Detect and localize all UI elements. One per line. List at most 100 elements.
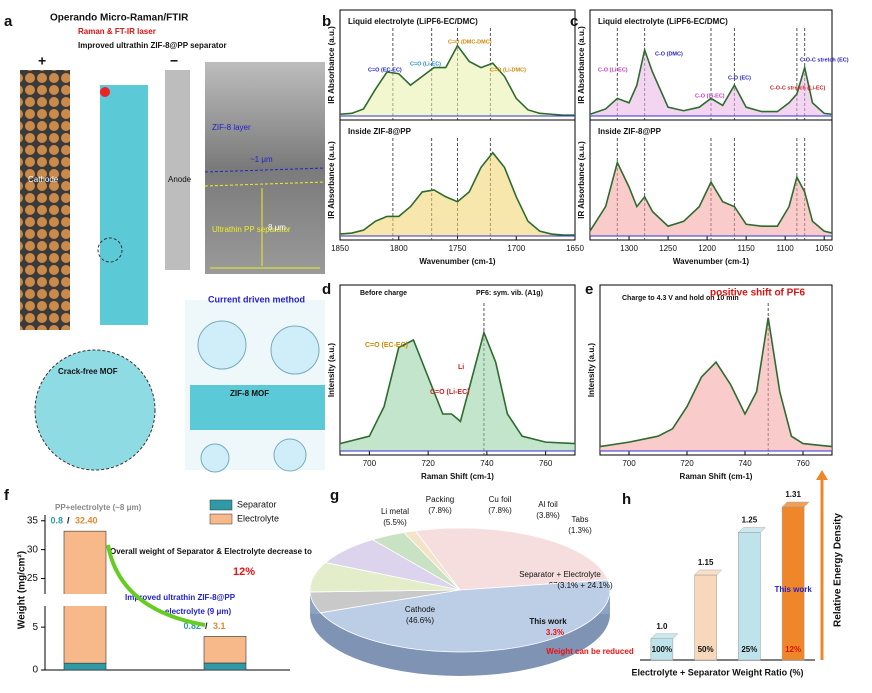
slice-value: (7.8%)	[488, 506, 512, 515]
y-axis-label: IR Absorbance (a.u.)	[577, 26, 586, 104]
legend-label: Electrolyte	[237, 513, 279, 523]
x-tick-label: 1200	[698, 244, 716, 253]
panel-a: a Operando Micro-Raman/FTIR Raman & FT-I…	[4, 13, 326, 473]
plot-title: Inside ZIF-8@PP	[598, 127, 662, 136]
legend-swatch	[209, 499, 233, 511]
y-axis-label: Intensity (a.u.)	[587, 343, 596, 398]
x-tick-label: 740	[738, 459, 752, 468]
y-tick-label: 25	[27, 573, 39, 584]
axis-break	[30, 594, 140, 606]
label: Current driven method	[208, 294, 305, 304]
slice-value: (1.3%)	[568, 526, 592, 535]
slice-label: Al foil	[538, 500, 558, 509]
value-label: 1.0	[656, 622, 668, 631]
spectrum-fill	[590, 162, 832, 236]
laser-spot	[100, 87, 110, 97]
label: Raman & FT-IR laser	[78, 27, 156, 36]
label: Crack-free MOF	[58, 367, 118, 376]
annotation: Improved ultrathin ZIF-8@PP	[125, 593, 236, 602]
x-tick-label: 1300	[620, 244, 638, 253]
label: +	[38, 53, 46, 69]
annotation: C=O (EC-EC)	[368, 67, 402, 73]
annotation: C-O (EC)	[728, 75, 751, 81]
annotation: Weight can be reduced	[546, 647, 634, 656]
slice-value: (7.8%)	[428, 506, 452, 515]
slice-value: (3.8%)	[536, 511, 560, 520]
annotation: C=O (Li-EC)	[430, 389, 469, 396]
boundary	[204, 167, 326, 173]
slice-label: Li metal	[381, 507, 409, 516]
molecule	[200, 443, 230, 473]
annotation: Charge to 4.3 V and hold on 10 min	[622, 295, 739, 302]
annotation: 12%	[233, 566, 255, 578]
x-tick-label: 1250	[659, 244, 677, 253]
label: ZIF-8 MOF	[230, 389, 269, 398]
bar	[738, 532, 761, 661]
slice-value: (46.6%)	[406, 616, 434, 625]
spectrum-fill	[590, 50, 832, 116]
label: 8 μm	[268, 223, 286, 232]
bar-segment	[203, 662, 247, 671]
y-axis-label: IR Absorbance (a.u.)	[577, 141, 586, 219]
x-tick-label: 1100	[777, 244, 795, 253]
trend-arrow	[106, 544, 206, 627]
annotation: This work	[529, 617, 567, 626]
x-tick-label: 700	[363, 459, 377, 468]
value-label-separator: /	[205, 621, 208, 631]
bar-segment	[203, 636, 247, 664]
y-axis-label: Weight (mg/cm²)	[17, 551, 28, 629]
value-label: 32.40	[75, 516, 98, 526]
x-tick-label: 1700	[507, 244, 525, 253]
spectrum	[339, 151, 575, 236]
x-tick-label: 1850	[331, 244, 349, 253]
plot-title: Liquid electrolyte (LiPF6-EC/DMC)	[348, 17, 478, 26]
panel-letter: c	[570, 13, 578, 30]
x-axis-label: Electrolyte + Separator Weight Ratio (%)	[631, 667, 803, 677]
x-tick-label: 1650	[566, 244, 584, 253]
y-axis-label: Intensity (a.u.)	[327, 343, 336, 398]
annotation: C-O (Li-EC)	[695, 93, 725, 99]
pie-slice	[414, 527, 609, 591]
panel-letter: d	[322, 281, 331, 298]
annotation: positive shift of PF6	[710, 288, 805, 299]
spectrum-fill	[340, 45, 575, 116]
bar-top	[694, 569, 723, 576]
legend-swatch	[209, 513, 233, 525]
y-tick-label: 30	[27, 544, 39, 555]
anode	[165, 70, 190, 270]
value-label: 3.1	[213, 621, 226, 631]
category-label: 50%	[698, 645, 714, 654]
x-axis-label: Wavenumber (cm-1)	[673, 257, 750, 266]
slice-value: (5.5%)	[383, 518, 407, 527]
y-axis-label: IR Absorbance (a.u.)	[327, 141, 336, 219]
annotation: (3.1% + 24.1%)	[557, 581, 613, 590]
annotation: C=O (DMC-DMC)	[448, 39, 492, 45]
separator	[100, 85, 148, 325]
x-tick-label: 1800	[390, 244, 408, 253]
annotation: Li	[458, 364, 464, 371]
annotation: Before charge	[360, 290, 407, 297]
plot-title: Liquid electrolyte (LiPF6-EC/DMC)	[598, 17, 728, 26]
x-tick-label: 720	[680, 459, 694, 468]
sem-image	[205, 62, 325, 274]
panel-letter: b	[322, 13, 331, 30]
axis-arrow	[816, 470, 828, 480]
y-axis-label: Relative Energy Density	[833, 513, 844, 627]
spectrum	[599, 317, 833, 448]
label: −	[170, 53, 178, 69]
annotation: This work	[774, 585, 812, 594]
plot-title: Inside ZIF-8@PP	[348, 127, 412, 136]
panel-letter: h	[622, 491, 631, 508]
slice-label: Separator + Electrolyte	[519, 570, 601, 579]
annotation: PP+electrolyte (~8 μm)	[55, 503, 142, 512]
category-label: 100%	[652, 645, 672, 654]
x-tick-label: 740	[480, 459, 494, 468]
category-label: 25%	[741, 645, 757, 654]
spectrum	[339, 44, 575, 116]
annotation: C=O (EC-EC)	[365, 342, 408, 349]
slice-label: Cathode	[405, 605, 436, 614]
x-tick-label: 720	[421, 459, 435, 468]
value-label: 0.8	[50, 516, 63, 526]
legend-label: Separator	[237, 499, 277, 509]
bar-segment	[63, 662, 107, 671]
